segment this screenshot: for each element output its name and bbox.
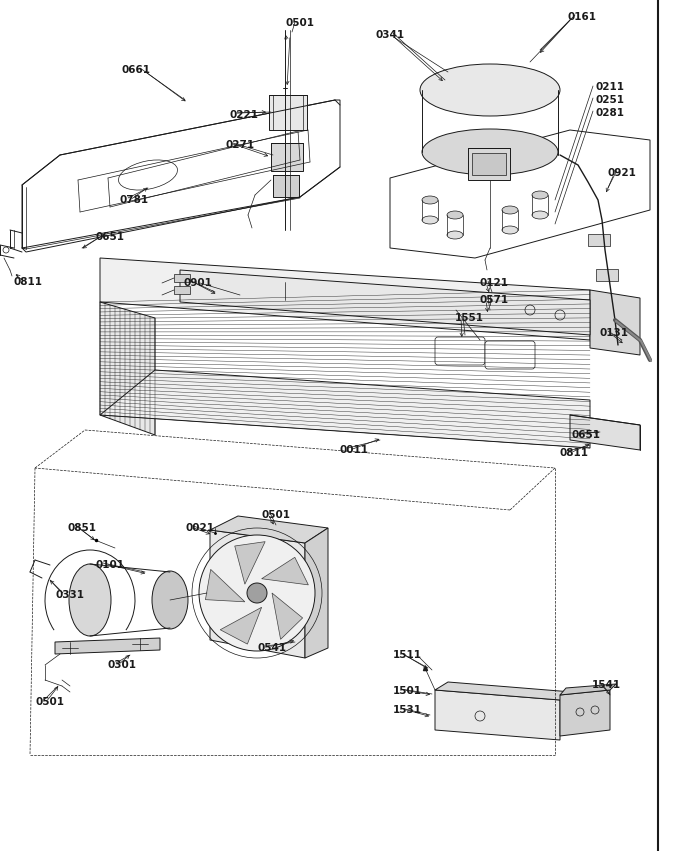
Text: 1511: 1511 bbox=[393, 650, 422, 660]
FancyBboxPatch shape bbox=[271, 143, 303, 171]
Text: 0251: 0251 bbox=[595, 95, 624, 105]
FancyBboxPatch shape bbox=[273, 175, 299, 197]
Text: 0211: 0211 bbox=[595, 82, 624, 92]
Polygon shape bbox=[305, 528, 328, 658]
Text: 1551: 1551 bbox=[455, 313, 484, 323]
Circle shape bbox=[247, 583, 267, 603]
Text: 0121: 0121 bbox=[480, 278, 509, 288]
Text: 0541: 0541 bbox=[258, 643, 287, 653]
FancyBboxPatch shape bbox=[598, 304, 620, 316]
FancyBboxPatch shape bbox=[472, 153, 506, 175]
Polygon shape bbox=[55, 638, 160, 654]
Text: 0851: 0851 bbox=[68, 523, 97, 533]
Text: 1541: 1541 bbox=[592, 680, 621, 690]
FancyBboxPatch shape bbox=[174, 286, 190, 294]
Text: 0501: 0501 bbox=[262, 510, 291, 520]
Text: 0501: 0501 bbox=[285, 18, 314, 28]
Text: 0281: 0281 bbox=[595, 108, 624, 118]
Ellipse shape bbox=[422, 129, 558, 175]
Text: 0271: 0271 bbox=[225, 140, 254, 150]
Ellipse shape bbox=[502, 226, 518, 234]
Ellipse shape bbox=[420, 64, 560, 116]
FancyBboxPatch shape bbox=[588, 234, 610, 246]
Text: 1531: 1531 bbox=[393, 705, 422, 715]
Text: 0131: 0131 bbox=[600, 328, 629, 338]
Text: 0101: 0101 bbox=[95, 560, 124, 570]
Text: 0781: 0781 bbox=[120, 195, 149, 205]
Text: 0301: 0301 bbox=[108, 660, 137, 670]
Ellipse shape bbox=[69, 564, 111, 636]
Polygon shape bbox=[210, 516, 328, 543]
Text: 0811: 0811 bbox=[14, 277, 43, 287]
Polygon shape bbox=[560, 684, 616, 695]
Text: 0901: 0901 bbox=[183, 278, 212, 288]
FancyBboxPatch shape bbox=[174, 274, 190, 282]
Ellipse shape bbox=[422, 216, 438, 224]
Polygon shape bbox=[590, 290, 640, 355]
Polygon shape bbox=[220, 608, 262, 644]
Text: 0011: 0011 bbox=[340, 445, 369, 455]
Ellipse shape bbox=[447, 211, 463, 219]
Ellipse shape bbox=[447, 231, 463, 239]
Text: 0571: 0571 bbox=[480, 295, 509, 305]
Text: 0501: 0501 bbox=[36, 697, 65, 707]
Polygon shape bbox=[560, 690, 610, 736]
Text: 0161: 0161 bbox=[568, 12, 597, 22]
Polygon shape bbox=[205, 569, 245, 602]
Ellipse shape bbox=[532, 191, 548, 199]
Polygon shape bbox=[272, 593, 303, 639]
Polygon shape bbox=[262, 557, 308, 585]
Polygon shape bbox=[180, 270, 590, 335]
FancyBboxPatch shape bbox=[269, 95, 307, 130]
Polygon shape bbox=[235, 541, 265, 584]
FancyBboxPatch shape bbox=[485, 341, 535, 369]
Text: 0921: 0921 bbox=[608, 168, 637, 178]
Ellipse shape bbox=[152, 571, 188, 629]
Polygon shape bbox=[435, 690, 560, 740]
Text: 0221: 0221 bbox=[229, 110, 258, 120]
Text: 0811: 0811 bbox=[560, 448, 589, 458]
Text: 0331: 0331 bbox=[55, 590, 84, 600]
Text: 0021: 0021 bbox=[185, 523, 214, 533]
Ellipse shape bbox=[532, 211, 548, 219]
FancyBboxPatch shape bbox=[468, 148, 510, 180]
Text: 0341: 0341 bbox=[375, 30, 404, 40]
Polygon shape bbox=[210, 530, 305, 658]
Text: 0651: 0651 bbox=[95, 232, 124, 242]
Text: 0661: 0661 bbox=[122, 65, 151, 75]
Polygon shape bbox=[100, 370, 590, 448]
Circle shape bbox=[199, 535, 315, 651]
Polygon shape bbox=[435, 682, 572, 700]
Ellipse shape bbox=[422, 196, 438, 204]
Polygon shape bbox=[570, 415, 640, 450]
Text: 1501: 1501 bbox=[393, 686, 422, 696]
FancyBboxPatch shape bbox=[435, 337, 485, 365]
Text: 0651: 0651 bbox=[572, 430, 601, 440]
Ellipse shape bbox=[502, 206, 518, 214]
Polygon shape bbox=[100, 258, 590, 340]
Polygon shape bbox=[100, 302, 155, 435]
FancyBboxPatch shape bbox=[596, 269, 618, 281]
